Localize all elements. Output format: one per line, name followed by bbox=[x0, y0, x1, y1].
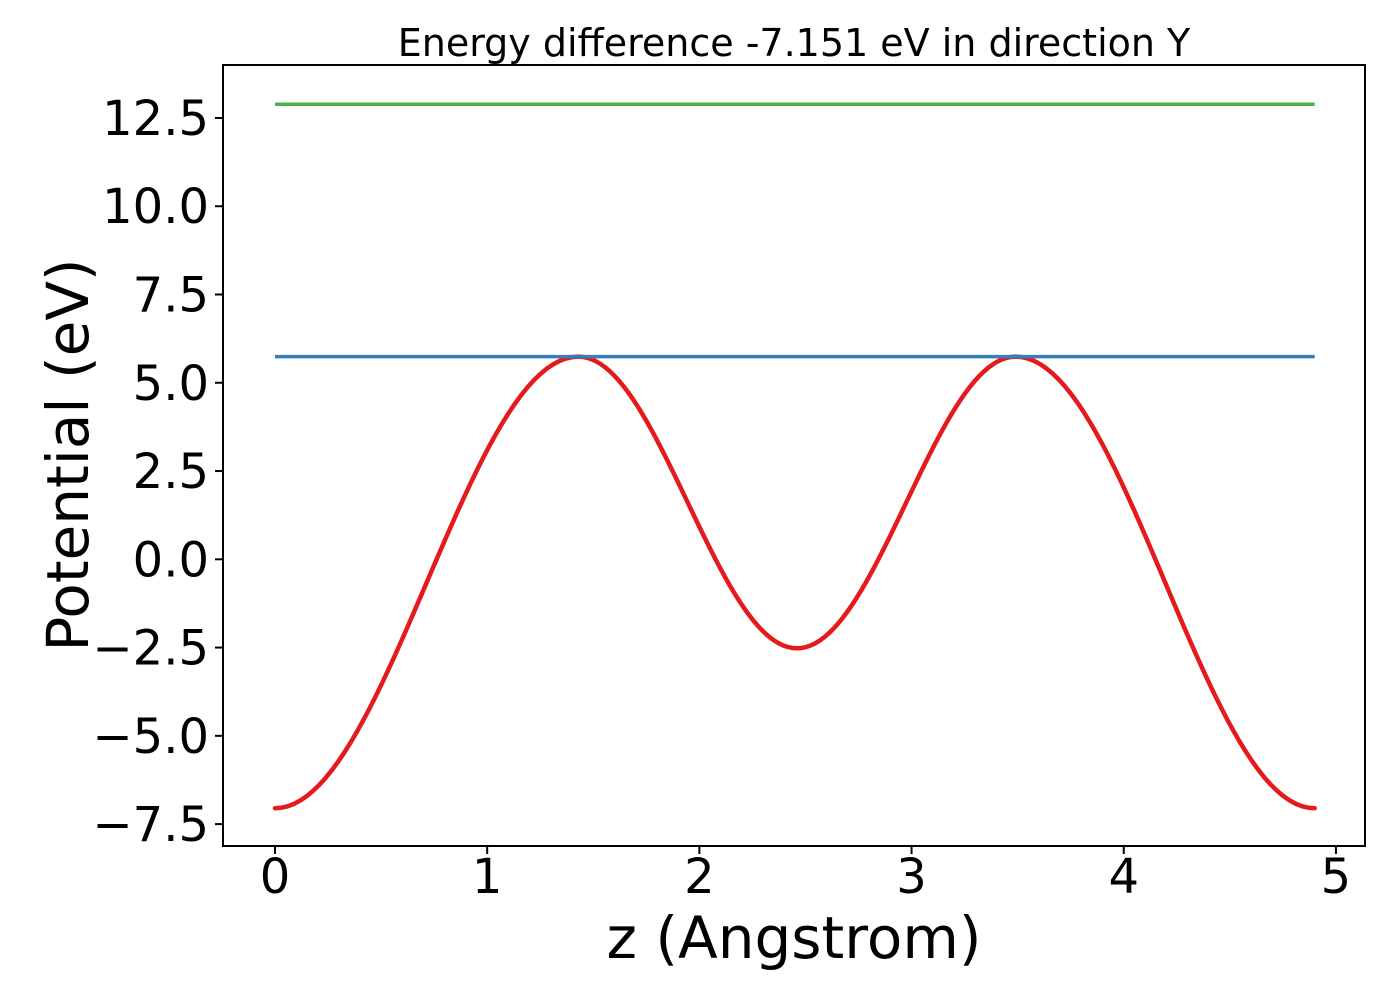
plot-area: 0 1 2 3 4 5 −7.5 −5.0 −2.5 0.0 2.5 5.0 7.5 10.0 12.5 bbox=[92, 64, 1366, 905]
x-tick-label: 0 bbox=[260, 849, 291, 905]
x-tick-label: 5 bbox=[1321, 849, 1352, 905]
x-tick-label: 1 bbox=[472, 849, 503, 905]
x-tick-label: 4 bbox=[1108, 849, 1139, 905]
y-tick-label: 12.5 bbox=[102, 91, 209, 147]
y-axis-label: Potential (eV) bbox=[34, 258, 102, 651]
x-axis-label: z (Angstrom) bbox=[607, 904, 982, 972]
planar-averaged-potential-line bbox=[272, 354, 1317, 811]
y-tick-label: 5.0 bbox=[133, 356, 209, 412]
y-tick-label: 0.0 bbox=[133, 532, 209, 588]
y-tick-label: 7.5 bbox=[133, 267, 209, 323]
y-tick-label: 2.5 bbox=[133, 444, 209, 500]
y-tick-label: 10.0 bbox=[102, 179, 209, 235]
y-tick-label: −5.0 bbox=[92, 709, 209, 765]
y-tick-label: −7.5 bbox=[92, 797, 209, 853]
chart-title: Energy difference -7.151 eV in direction… bbox=[398, 21, 1191, 65]
y-tick-label: −2.5 bbox=[92, 621, 209, 677]
axes-spines bbox=[222, 64, 1366, 847]
x-tick-label: 2 bbox=[684, 849, 715, 905]
x-tick-label: 3 bbox=[896, 849, 927, 905]
